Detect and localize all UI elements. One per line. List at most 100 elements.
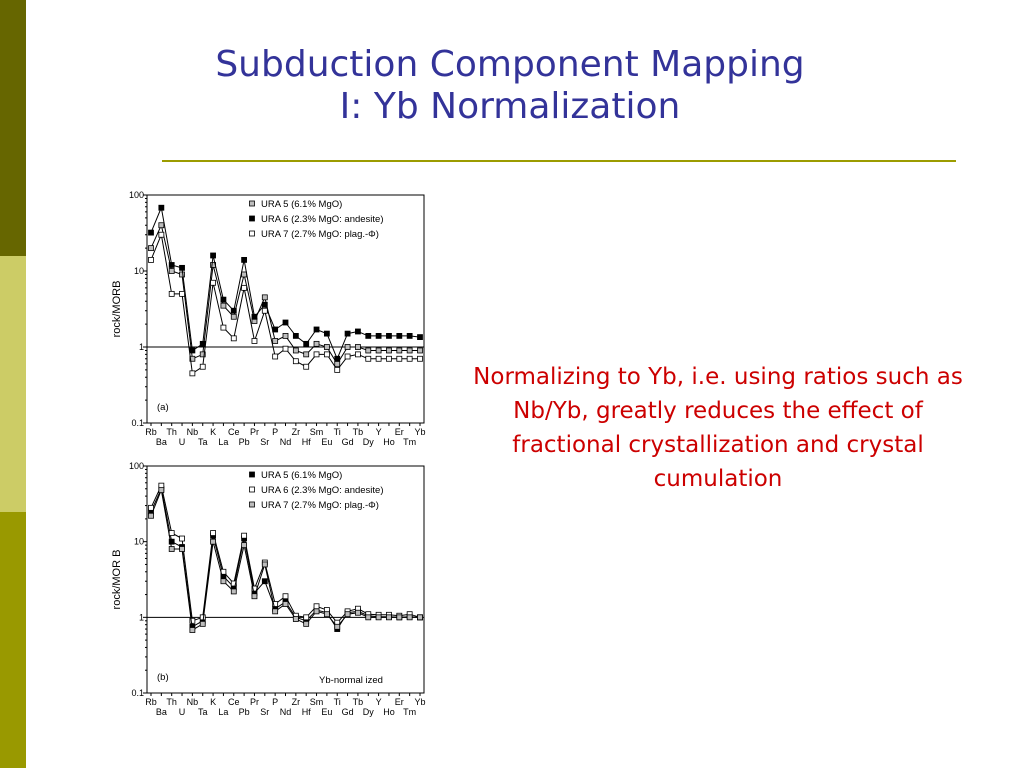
- x-tick-label-bottom: Tm: [403, 437, 416, 447]
- x-tick-label-bottom: Eu: [321, 437, 332, 447]
- data-point: [292, 616, 299, 622]
- data-point: [292, 347, 299, 354]
- panel-label: (b): [157, 672, 169, 683]
- slide-body-text: Normalizing to Yb, i.e. using ratios suc…: [473, 364, 963, 492]
- data-point: [168, 268, 175, 274]
- x-tick-label-bottom: U: [179, 437, 186, 447]
- data-point: [406, 332, 413, 339]
- x-tick-label-bottom: Sr: [260, 707, 269, 717]
- data-point: [417, 355, 423, 362]
- data-point: [261, 578, 268, 585]
- data-point: [323, 344, 330, 350]
- data-point: [313, 326, 320, 333]
- y-tick-label: 100: [129, 190, 144, 200]
- legend-marker: [249, 486, 255, 493]
- legend-entry: URA 7 (2.7% MgO: plag.-Φ): [261, 229, 379, 240]
- data-point: [272, 601, 279, 607]
- data-point: [210, 530, 216, 536]
- data-point: [292, 332, 299, 339]
- data-point: [396, 614, 403, 621]
- data-point: [417, 614, 423, 621]
- data-point: [148, 256, 154, 263]
- data-point: [303, 620, 310, 627]
- y-tick-label: 0.1: [131, 688, 144, 698]
- legend-marker: [249, 501, 255, 508]
- data-point: [365, 355, 372, 362]
- data-point: [179, 546, 185, 552]
- x-tick-label-top: Rb: [145, 427, 157, 437]
- data-point: [210, 252, 216, 259]
- data-point: [189, 627, 196, 633]
- data-point: [282, 601, 289, 607]
- data-point: [241, 532, 248, 539]
- data-point: [168, 290, 175, 297]
- data-point: [210, 279, 216, 286]
- legend-marker: [249, 230, 255, 237]
- data-point: [189, 370, 196, 377]
- data-point: [375, 347, 382, 354]
- side-accent-bar: [0, 0, 26, 768]
- panel-annotation: Yb-normal ized: [319, 675, 383, 686]
- slide-title: Subduction Component Mapping I: Yb Norma…: [110, 44, 910, 128]
- data-point: [406, 614, 413, 621]
- data-point: [313, 340, 320, 347]
- x-tick-label-bottom: Gd: [342, 437, 354, 447]
- data-point: [230, 307, 237, 314]
- y-tick-label: 10: [134, 537, 144, 547]
- data-point: [158, 487, 165, 494]
- x-tick-label-bottom: La: [218, 707, 228, 717]
- data-point: [334, 355, 341, 362]
- x-tick-label-top: Er: [395, 427, 404, 437]
- data-point: [158, 222, 165, 229]
- data-point: [386, 332, 392, 339]
- data-point: [261, 294, 268, 301]
- legend-entry: URA 6 (2.3% MgO: andesite): [261, 214, 384, 225]
- data-point: [344, 353, 351, 360]
- x-tick-label-bottom: Tm: [403, 707, 416, 717]
- data-point: [168, 546, 175, 552]
- data-point: [396, 347, 403, 354]
- data-point: [251, 338, 258, 344]
- data-point: [179, 271, 185, 278]
- data-point: [355, 351, 361, 358]
- x-tick-label-bottom: Ba: [156, 707, 167, 717]
- data-point: [365, 332, 372, 339]
- data-point: [282, 345, 289, 352]
- x-tick-label-bottom: Ho: [383, 707, 395, 717]
- x-tick-label-top: Pr: [250, 697, 259, 707]
- y-tick-label: 1: [139, 342, 144, 352]
- legend-marker: [249, 215, 255, 222]
- x-tick-label-top: Nb: [187, 427, 199, 437]
- data-point: [241, 271, 248, 278]
- x-tick-label-bottom: Sr: [260, 437, 269, 447]
- data-point: [406, 347, 413, 354]
- x-tick-label-top: Rb: [145, 697, 157, 707]
- data-point: [189, 617, 196, 624]
- data-point: [230, 588, 237, 595]
- data-point: [303, 351, 310, 358]
- x-tick-label-bottom: Ho: [383, 437, 395, 447]
- data-point: [148, 229, 154, 236]
- data-point: [282, 319, 289, 326]
- data-point: [230, 313, 237, 320]
- legend-entry: URA 5 (6.1% MgO): [261, 470, 342, 481]
- data-point: [303, 363, 310, 370]
- data-point: [344, 344, 351, 350]
- x-tick-label-top: Zr: [292, 427, 301, 437]
- x-tick-label-bottom: Pb: [239, 437, 250, 447]
- x-tick-label-top: Nb: [187, 697, 199, 707]
- data-point: [386, 347, 392, 354]
- data-point: [220, 578, 227, 585]
- data-point: [323, 611, 330, 618]
- chart-panel-b: 0.1 1 10 100 rock/MOR B Rb Th Nb K Ce Pr P Zr Sm Ti Tb Y…: [111, 461, 426, 717]
- x-tick-label-bottom: Hf: [302, 437, 311, 447]
- data-point: [313, 351, 320, 358]
- y-axis-label: rock/MOR B: [111, 550, 123, 610]
- x-tick-label-top: Yb: [414, 427, 425, 437]
- data-point: [375, 332, 382, 339]
- x-tick-label-top: Ti: [334, 697, 341, 707]
- x-tick-label-top: P: [272, 427, 278, 437]
- data-point: [334, 366, 341, 373]
- data-point: [179, 264, 185, 271]
- data-point: [241, 284, 248, 291]
